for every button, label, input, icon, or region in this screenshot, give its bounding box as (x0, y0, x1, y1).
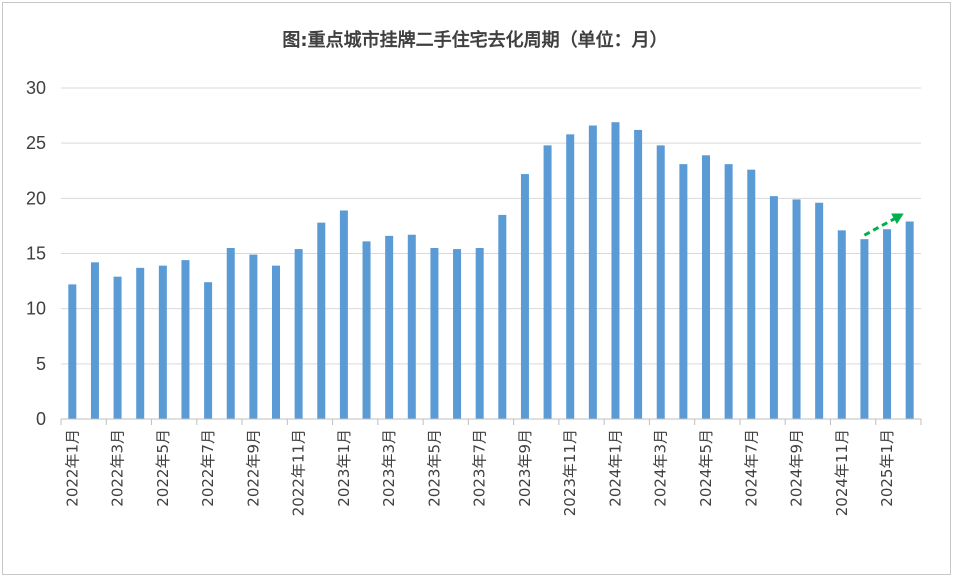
x-tick-label: 2023年7月 (471, 429, 489, 507)
bar (769, 196, 778, 419)
bar (724, 164, 733, 419)
bar (475, 247, 484, 419)
y-tick-label: 0 (36, 409, 46, 429)
y-tick-label: 15 (26, 244, 46, 264)
bar (588, 125, 597, 419)
trend-arrow-annotation (863, 213, 904, 237)
bar (226, 247, 235, 419)
x-tick-label: 2022年1月 (63, 429, 81, 507)
x-tick-label: 2023年1月 (335, 429, 353, 507)
bar (566, 134, 575, 419)
bar (905, 221, 914, 419)
x-tick-label: 2023年3月 (380, 429, 398, 507)
x-tick-label: 2023年5月 (425, 429, 443, 507)
y-tick-label: 5 (36, 354, 46, 374)
bar (520, 174, 529, 419)
x-tick-label: 2025年1月 (878, 429, 896, 507)
trend-arrow-head (891, 213, 904, 225)
bar (611, 122, 620, 419)
x-tick-label: 2022年7月 (199, 429, 217, 507)
x-tick-label: 2024年5月 (697, 429, 715, 507)
bar (339, 210, 348, 419)
x-axis-tick-labels: 2022年1月 2022年3月 2022年5月 2022年7月 2022年9月 2022年… (63, 429, 896, 516)
bar (317, 222, 326, 419)
bar (385, 235, 394, 419)
x-tick-label: 2024年7月 (742, 429, 760, 507)
bar (815, 202, 824, 419)
x-tick-label: 2023年11月 (561, 429, 579, 516)
bar (634, 129, 643, 419)
bars (68, 122, 914, 419)
y-tick-label: 20 (26, 188, 46, 208)
bar (543, 145, 552, 419)
bar (747, 169, 756, 419)
bar (249, 254, 258, 419)
bar (860, 239, 869, 419)
bar (407, 234, 416, 419)
gridlines (61, 87, 921, 365)
x-tick-label: 2022年3月 (109, 429, 127, 507)
bar (204, 282, 213, 419)
bar (181, 260, 190, 419)
y-tick-label: 10 (26, 299, 46, 319)
y-axis-tick-labels: 0 5 10 15 20 25 30 (26, 78, 46, 429)
x-tick-label: 2024年9月 (788, 429, 806, 507)
x-tick-label: 2024年11月 (833, 429, 851, 516)
bar (362, 241, 371, 419)
bar (792, 199, 801, 419)
x-tick-label: 2024年1月 (606, 429, 624, 507)
bar (294, 249, 303, 419)
bar (68, 284, 77, 419)
bar (837, 230, 846, 419)
bar (113, 276, 122, 419)
x-tick-label: 2022年9月 (244, 429, 262, 507)
bar (656, 145, 665, 419)
x-tick-label: 2022年5月 (154, 429, 172, 507)
x-tick-label: 2022年11月 (290, 429, 308, 516)
bar (272, 265, 280, 419)
bar (702, 155, 710, 419)
bar (883, 229, 892, 419)
bar (136, 267, 145, 419)
bar (679, 164, 688, 419)
chart-title: 图:重点城市挂牌二手住宅去化周期（单位：月） (282, 29, 667, 51)
y-tick-label: 30 (26, 78, 46, 98)
y-tick-label: 25 (26, 133, 46, 153)
bar (158, 265, 167, 419)
x-axis (60, 418, 922, 425)
x-tick-label: 2024年3月 (652, 429, 670, 507)
bar (498, 214, 507, 419)
bar (90, 262, 99, 419)
bar (430, 247, 439, 419)
bar (453, 249, 462, 419)
trend-arrow-line (863, 216, 898, 237)
x-tick-label: 2023年9月 (516, 429, 534, 507)
